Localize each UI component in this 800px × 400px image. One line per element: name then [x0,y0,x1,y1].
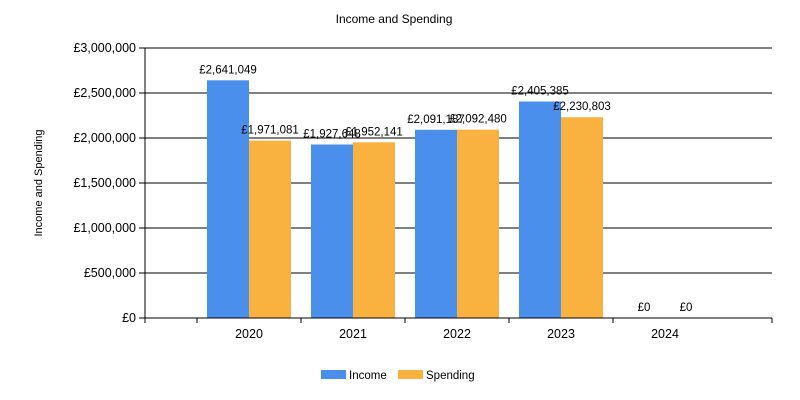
x-tick-label: 2024 [651,327,679,341]
data-label-income-2024: £0 [638,302,651,314]
bar-income-2022 [415,129,457,318]
bar-spending-2021 [353,142,395,318]
y-tick-label: £2,500,000 [73,86,136,100]
y-tick-label: £3,000,000 [73,41,136,55]
x-tick-label: 2020 [235,327,263,341]
y-tick-label: £1,500,000 [73,176,136,190]
data-label-spending-2021: £1,952,141 [345,126,403,138]
bar-spending-2023 [561,117,603,319]
data-label-income-2021: £1,927,648 [303,129,361,141]
legend-swatch-income [321,370,346,379]
x-tick-label: 2021 [339,327,367,341]
bars [207,80,603,319]
bar-income-2023 [519,101,561,318]
y-tick-label: £0 [122,311,136,325]
legend-label-income: Income [349,370,387,382]
bar-income-2021 [311,144,353,318]
data-label-spending-2020: £1,971,081 [241,125,299,137]
data-label-income-2023: £2,405,385 [511,86,569,98]
data-labels: £2,641,049 £1,971,081 £1,927,648£1,952,141… [199,64,692,314]
bar-spending-2022 [457,129,499,318]
data-label-income-2022: £2,091,187 [407,114,465,126]
chart-title: Income and Spending [336,12,453,26]
axes [139,47,773,323]
bar-income-2020 [207,80,249,318]
data-label-spending-2023: £2,230,803 [553,101,611,113]
legend: Income Spending [321,370,475,382]
data-label-spending-2022: £2,092,480 [449,114,507,126]
y-tick-label: £1,000,000 [73,221,136,235]
data-label-spending-2024: £0 [680,302,693,314]
x-tick-label: 2023 [547,327,575,341]
tick-labels: £0 £500,000 £1,000,000 £1,500,000 £2,000,000… [73,41,679,341]
data-label-income-2020: £2,641,049 [199,64,257,76]
y-tick-label: £500,000 [84,266,136,280]
legend-label-spending: Spending [426,370,475,382]
bar-spending-2020 [249,140,291,318]
x-tick-label: 2022 [443,327,471,341]
legend-swatch-spending [398,370,423,379]
y-tick-label: £2,000,000 [73,131,136,145]
y-axis-title: Income and Spending [33,129,45,236]
